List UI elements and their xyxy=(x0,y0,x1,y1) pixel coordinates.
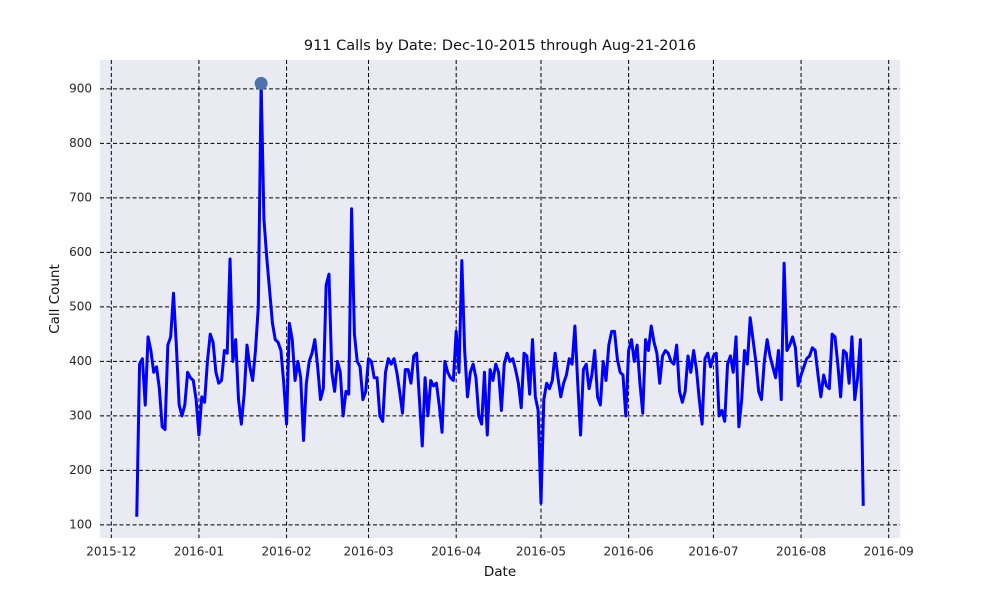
x-tick-label: 2016-05 xyxy=(516,545,566,559)
x-axis-label: Date xyxy=(484,564,516,580)
x-tick-label: 2016-04 xyxy=(431,545,481,559)
max-point xyxy=(254,76,268,90)
y-tick-label: 400 xyxy=(69,354,92,368)
x-tick-label: 2016-01 xyxy=(174,545,224,559)
y-tick-label: 700 xyxy=(69,190,92,204)
y-tick-label: 600 xyxy=(69,245,92,259)
x-tick-label: 2016-06 xyxy=(604,545,654,559)
x-tick-label: 2015-12 xyxy=(86,545,136,559)
x-tick-label: 2016-02 xyxy=(262,545,312,559)
y-tick-label: 800 xyxy=(69,136,92,150)
y-axis-label: Call Count xyxy=(47,264,63,334)
y-tick-label: 500 xyxy=(69,299,92,313)
y-tick-label: 300 xyxy=(69,408,92,422)
y-tick-label: 900 xyxy=(69,81,92,95)
x-tick-label: 2016-08 xyxy=(776,545,826,559)
x-tick-label: 2016-07 xyxy=(688,545,738,559)
y-tick-label: 200 xyxy=(69,463,92,477)
data-line xyxy=(135,81,865,517)
y-tick-label: 100 xyxy=(69,517,92,531)
plot-area xyxy=(100,60,900,538)
x-tick-label: 2016-09 xyxy=(864,545,914,559)
x-tick-label: 2016-03 xyxy=(343,545,393,559)
chart-title: 911 Calls by Date: Dec-10-2015 through A… xyxy=(304,38,696,54)
